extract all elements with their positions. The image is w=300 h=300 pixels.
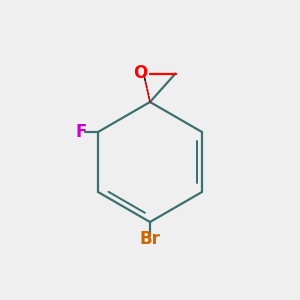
Text: Br: Br <box>140 230 160 248</box>
Text: O: O <box>133 64 147 82</box>
Text: F: F <box>76 123 87 141</box>
